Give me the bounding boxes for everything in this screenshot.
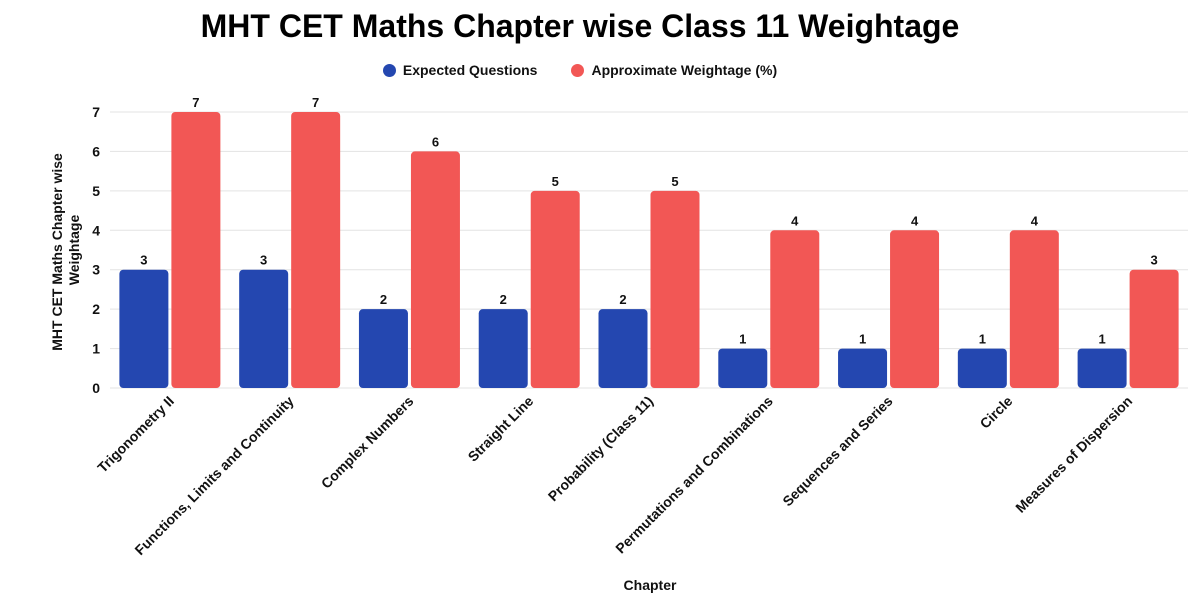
bar-expected-questions-functions-limits-and-continuity [239,269,289,388]
y-tick-label: 1 [92,341,100,357]
bar-approximate-weightage-complex-numbers [410,151,460,388]
y-axis-title-line-1: MHT CET Maths Chapter wise [49,153,65,351]
legend-swatch-approximate-weightage [571,63,585,77]
x-tick-label-straight-line: Straight Line [465,393,537,465]
legend-item-approximate-weightage: Approximate Weightage (%) [571,62,777,78]
bar-approximate-weightage-functions-limits-and-continuity [291,112,341,388]
bar-expected-questions-circle [957,348,1007,388]
y-tick-label: 0 [92,380,100,396]
chart-legend: Expected Questions Approximate Weightage… [0,62,1160,78]
bar-expected-questions-measures-of-dispersion [1077,348,1127,388]
y-tick-label: 2 [92,301,100,317]
data-label-expected-questions-probability-class-11: 2 [619,292,626,307]
data-label-expected-questions-trigonometry-ii: 3 [140,253,147,268]
data-labels: 3 7 3 7 2 6 2 5 2 5 1 4 1 4 1 4 1 3 [140,95,1157,347]
bar-expected-questions-sequences-and-series [838,348,888,388]
y-tick-label: 4 [92,222,100,238]
x-tick-label-complex-numbers: Complex Numbers [318,393,417,492]
data-label-approximate-weightage-circle: 4 [1031,213,1039,228]
data-label-approximate-weightage-permutations-and-combinations: 4 [791,213,799,228]
data-label-approximate-weightage-sequences-and-series: 4 [911,213,919,228]
bar-approximate-weightage-measures-of-dispersion [1129,269,1179,388]
legend-swatch-expected-questions [382,63,396,77]
bars [119,112,1179,388]
data-label-approximate-weightage-complex-numbers: 6 [432,134,439,149]
bar-approximate-weightage-probability-class-11 [650,190,700,388]
gridlines [110,111,1188,389]
bar-expected-questions-complex-numbers [358,309,408,388]
bar-approximate-weightage-sequences-and-series [890,230,940,388]
data-label-expected-questions-sequences-and-series: 1 [859,332,866,347]
legend-item-expected-questions: Expected Questions [382,62,538,78]
y-tick-label: 3 [92,262,100,278]
x-tick-label-probability-class-11: Probability (Class 11) [545,393,656,504]
x-tick-label-circle: Circle [977,393,1016,432]
y-tick-label: 5 [92,183,100,199]
x-tick-label-trigonometry-ii: Trigonometry II [94,393,177,476]
bar-expected-questions-trigonometry-ii [119,269,169,388]
data-label-expected-questions-functions-limits-and-continuity: 3 [260,253,267,268]
y-axis-title: MHT CET Maths Chapter wise Weightage [49,149,82,350]
data-label-expected-questions-complex-numbers: 2 [380,292,387,307]
bar-expected-questions-probability-class-11 [598,309,648,388]
data-label-approximate-weightage-straight-line: 5 [552,174,559,189]
y-tick-label: 6 [92,143,100,159]
x-tick-label-measures-of-dispersion: Measures of Dispersion [1012,393,1135,516]
bar-approximate-weightage-trigonometry-ii [171,112,221,388]
y-tick-label: 7 [92,104,100,120]
data-label-approximate-weightage-probability-class-11: 5 [671,174,678,189]
y-axis-title-line-2: Weightage [66,215,82,286]
data-label-approximate-weightage-trigonometry-ii: 7 [192,95,199,110]
data-label-approximate-weightage-functions-limits-and-continuity: 7 [312,95,319,110]
bar-approximate-weightage-circle [1009,230,1059,388]
chart-title: MHT CET Maths Chapter wise Class 11 Weig… [200,8,960,44]
legend-label-expected-questions: Expected Questions [402,62,538,78]
data-label-expected-questions-circle: 1 [979,332,986,347]
x-axis-title: Chapter [624,577,677,593]
bar-approximate-weightage-permutations-and-combinations [770,230,820,388]
bar-expected-questions-permutations-and-combinations [718,348,768,388]
data-label-approximate-weightage-measures-of-dispersion: 3 [1150,253,1157,268]
bar-approximate-weightage-straight-line [530,190,580,388]
legend-label-approximate-weightage: Approximate Weightage (%) [591,62,778,78]
data-label-expected-questions-permutations-and-combinations: 1 [739,332,746,347]
data-label-expected-questions-straight-line: 2 [500,292,507,307]
data-label-expected-questions-measures-of-dispersion: 1 [1098,332,1105,347]
bar-expected-questions-straight-line [478,309,528,388]
x-tick-label-sequences-and-series: Sequences and Series [779,393,896,510]
